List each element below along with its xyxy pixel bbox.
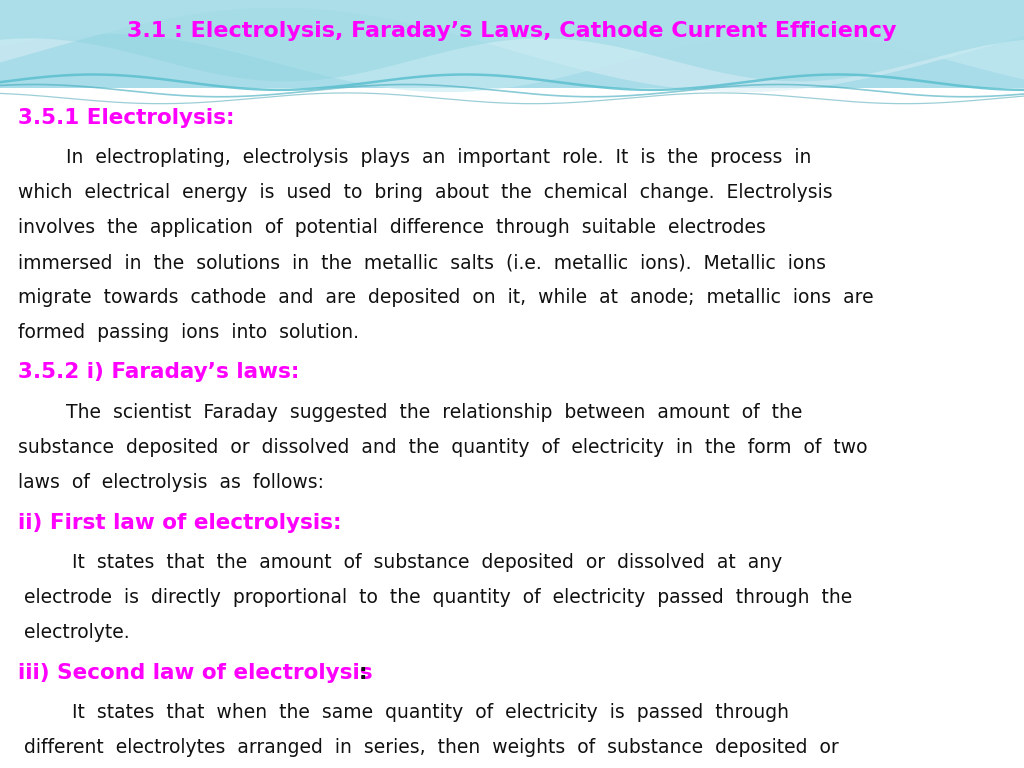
Text: ii) First law of electrolysis:: ii) First law of electrolysis: bbox=[18, 513, 342, 533]
Text: 3.5.1 Electrolysis:: 3.5.1 Electrolysis: bbox=[18, 108, 234, 127]
Text: :: : bbox=[358, 663, 367, 683]
Text: 3.5.2 i) Faraday’s laws:: 3.5.2 i) Faraday’s laws: bbox=[18, 362, 300, 382]
Text: different  electrolytes  arranged  in  series,  then  weights  of  substance  de: different electrolytes arranged in serie… bbox=[18, 738, 840, 757]
Polygon shape bbox=[0, 0, 1024, 92]
Text: laws  of  electrolysis  as  follows:: laws of electrolysis as follows: bbox=[18, 473, 325, 492]
Text: It  states  that  the  amount  of  substance  deposited  or  dissolved  at  any: It states that the amount of substance d… bbox=[18, 553, 782, 572]
Text: In  electroplating,  electrolysis  plays  an  important  role.  It  is  the  pro: In electroplating, electrolysis plays an… bbox=[18, 148, 812, 167]
Text: immersed  in  the  solutions  in  the  metallic  salts  (i.e.  metallic  ions). : immersed in the solutions in the metalli… bbox=[18, 253, 826, 272]
Text: substance  deposited  or  dissolved  and  the  quantity  of  electricity  in  th: substance deposited or dissolved and the… bbox=[18, 438, 868, 457]
Text: involves  the  application  of  potential  difference  through  suitable  electr: involves the application of potential di… bbox=[18, 218, 766, 237]
Text: The  scientist  Faraday  suggested  the  relationship  between  amount  of  the: The scientist Faraday suggested the rela… bbox=[18, 403, 803, 422]
Text: iii) Second law of electrolysis: iii) Second law of electrolysis bbox=[18, 663, 373, 683]
Text: electrode  is  directly  proportional  to  the  quantity  of  electricity  passe: electrode is directly proportional to th… bbox=[18, 588, 853, 607]
Text: It  states  that  when  the  same  quantity  of  electricity  is  passed  throug: It states that when the same quantity of… bbox=[18, 703, 790, 723]
FancyBboxPatch shape bbox=[0, 0, 1024, 88]
Text: which  electrical  energy  is  used  to  bring  about  the  chemical  change.  E: which electrical energy is used to bring… bbox=[18, 184, 834, 202]
Text: electrolyte.: electrolyte. bbox=[18, 623, 130, 642]
Text: formed  passing  ions  into  solution.: formed passing ions into solution. bbox=[18, 323, 359, 342]
Text: migrate  towards  cathode  and  are  deposited  on  it,  while  at  anode;  meta: migrate towards cathode and are deposite… bbox=[18, 288, 874, 307]
Polygon shape bbox=[0, 0, 1024, 92]
Polygon shape bbox=[0, 0, 1024, 81]
Text: 3.1 : Electrolysis, Faraday’s Laws, Cathode Current Efficiency: 3.1 : Electrolysis, Faraday’s Laws, Cath… bbox=[127, 21, 897, 41]
